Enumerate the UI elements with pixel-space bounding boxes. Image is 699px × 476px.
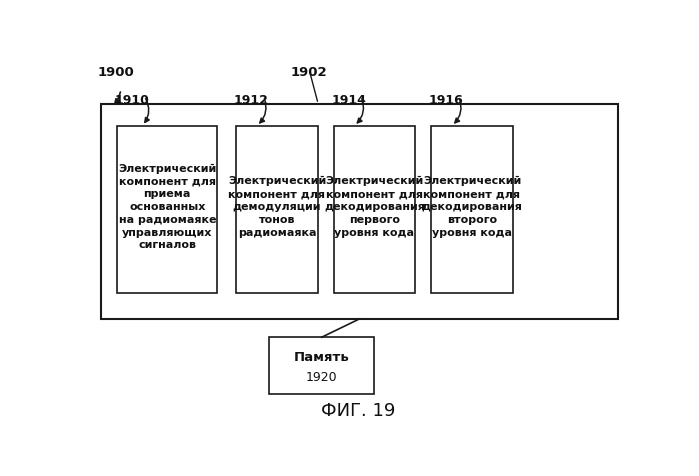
Bar	[431, 127, 512, 294]
Text: Электрический
компонент для
демодуляции
тонов
радиомаяка: Электрический компонент для демодуляции …	[228, 176, 326, 237]
Text: 1900: 1900	[97, 66, 134, 79]
Bar	[117, 127, 217, 294]
Text: 1910: 1910	[115, 94, 150, 107]
Text: ФИГ. 19: ФИГ. 19	[321, 401, 396, 419]
Text: Электрический
компонент для
декодирования
первого
уровня кода: Электрический компонент для декодировани…	[324, 176, 425, 237]
Text: 1914: 1914	[331, 94, 366, 107]
Text: 1916: 1916	[428, 94, 463, 107]
Text: 1920: 1920	[306, 370, 338, 383]
Bar	[334, 127, 415, 294]
Text: 1912: 1912	[233, 94, 268, 107]
Bar	[236, 127, 317, 294]
Bar	[269, 337, 375, 394]
Text: Память: Память	[294, 350, 350, 363]
Text: Электрический
компонент для
приема
основанных
на радиомаяке
управляющих
сигналов: Электрический компонент для приема основ…	[118, 163, 217, 250]
Text: 1902: 1902	[291, 66, 327, 79]
Text: Электрический
компонент для
декодирования
второго
уровня кода: Электрический компонент для декодировани…	[421, 176, 522, 237]
Bar	[101, 105, 619, 319]
